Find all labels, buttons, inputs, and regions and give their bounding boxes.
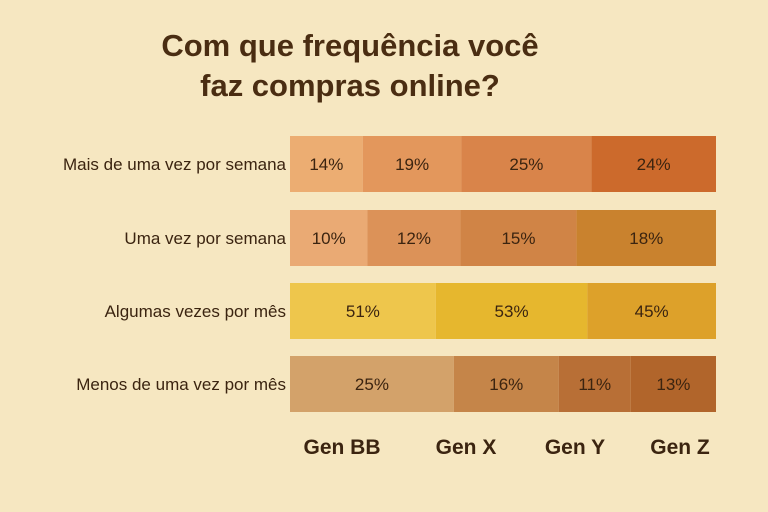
bar-segment <box>630 356 716 412</box>
bar-row: Mais de uma vez por semana 14% 19% 25% 24% <box>63 136 716 192</box>
bar-value-label: 24% <box>637 155 671 174</box>
bar-row: Uma vez por semana 10% 12% 15% 18% <box>124 210 716 266</box>
bar-value-label: 12% <box>397 229 431 248</box>
column-label: Gen Z <box>650 436 710 459</box>
row-category-label: Uma vez por semana <box>124 229 286 248</box>
bar-segment <box>290 356 454 412</box>
bar-row: Algumas vezes por mês 51% 53% 45% <box>105 283 716 339</box>
bar-segment <box>461 136 592 192</box>
column-label: Gen BB <box>303 436 380 459</box>
bar-segment <box>362 136 462 192</box>
bar-segment <box>576 210 716 266</box>
bar-segment <box>558 356 631 412</box>
bar-segment <box>591 136 716 192</box>
bar-value-label: 25% <box>509 155 543 174</box>
bar-segment <box>367 210 461 266</box>
bar-value-label: 14% <box>309 155 343 174</box>
bar-rows: Mais de uma vez por semana 14% 19% 25% 24% Um… <box>63 136 716 412</box>
bar-segment <box>435 283 588 339</box>
chart-title-line-1: Com que frequência você <box>161 28 539 63</box>
bar-value-label: 25% <box>355 375 389 394</box>
row-category-label: Menos de uma vez por mês <box>76 375 286 394</box>
bar-value-label: 18% <box>629 229 663 248</box>
bar-segment <box>290 210 368 266</box>
bar-value-label: 19% <box>395 155 429 174</box>
bar-value-label: 45% <box>635 302 669 321</box>
bar-value-label: 11% <box>578 375 611 394</box>
row-category-label: Algumas vezes por mês <box>105 302 286 321</box>
bar-segment <box>290 136 363 192</box>
column-label: Gen Y <box>545 436 605 459</box>
bar-segment <box>587 283 716 339</box>
chart-title: Com que frequência você faz compras onli… <box>100 26 600 106</box>
row-category-label: Mais de uma vez por semana <box>63 155 287 174</box>
bar-value-label: 51% <box>346 302 380 321</box>
bar-value-label: 13% <box>656 375 690 394</box>
bar-row: Menos de uma vez por mês 25% 16% 11% 13% <box>76 356 716 412</box>
bar-segment <box>460 210 577 266</box>
bar-value-label: 16% <box>489 375 523 394</box>
column-labels: Gen BB Gen X Gen Y Gen Z <box>303 436 709 459</box>
bar-segment <box>290 283 436 339</box>
bar-segment <box>453 356 559 412</box>
bar-value-label: 53% <box>495 302 529 321</box>
column-label: Gen X <box>436 436 497 459</box>
bar-value-label: 10% <box>312 229 346 248</box>
chart-title-line-2: faz compras online? <box>200 68 500 103</box>
bar-value-label: 15% <box>501 229 535 248</box>
